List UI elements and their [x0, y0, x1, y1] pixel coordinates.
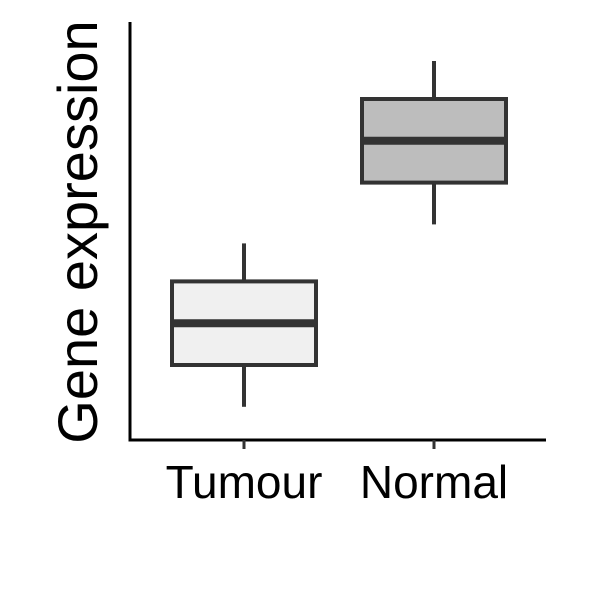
x-axis-ticks: Tumour Normal	[166, 440, 508, 508]
x-tick-label-tumour: Tumour	[166, 456, 323, 508]
y-axis-title: Gene expression	[46, 20, 109, 443]
box-normal	[360, 61, 508, 225]
box-series	[170, 61, 508, 407]
box-tumour	[170, 243, 318, 407]
x-tick-label-normal: Normal	[360, 456, 508, 508]
